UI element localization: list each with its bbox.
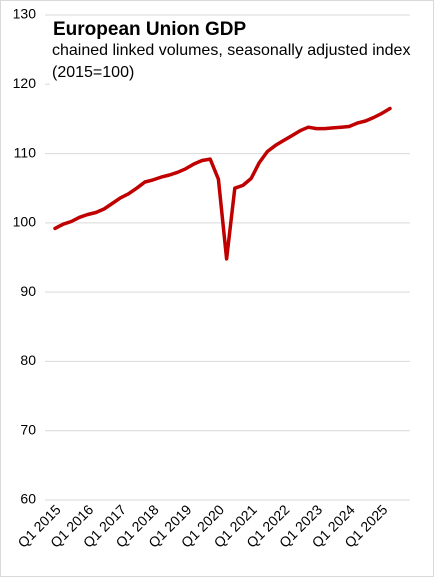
- y-tick-label: 60: [20, 491, 36, 507]
- data-line: [53, 106, 392, 261]
- y-tick-label: 80: [20, 352, 36, 368]
- y-tick-label: 130: [13, 6, 37, 22]
- y-tick-label: 90: [20, 283, 36, 299]
- y-tick-label: 100: [13, 214, 37, 230]
- y-tick-label: 70: [20, 421, 36, 437]
- y-tick-label: 110: [14, 144, 37, 160]
- y-tick-label: 120: [13, 75, 37, 91]
- chart-title: European Union GDP: [53, 19, 247, 40]
- chart-subtitle: chained linked volumes, seasonally adjus…: [52, 42, 411, 81]
- title-backdrop: [50, 16, 410, 88]
- subtitle-box: chained linked volumes, seasonally adjus…: [52, 42, 411, 81]
